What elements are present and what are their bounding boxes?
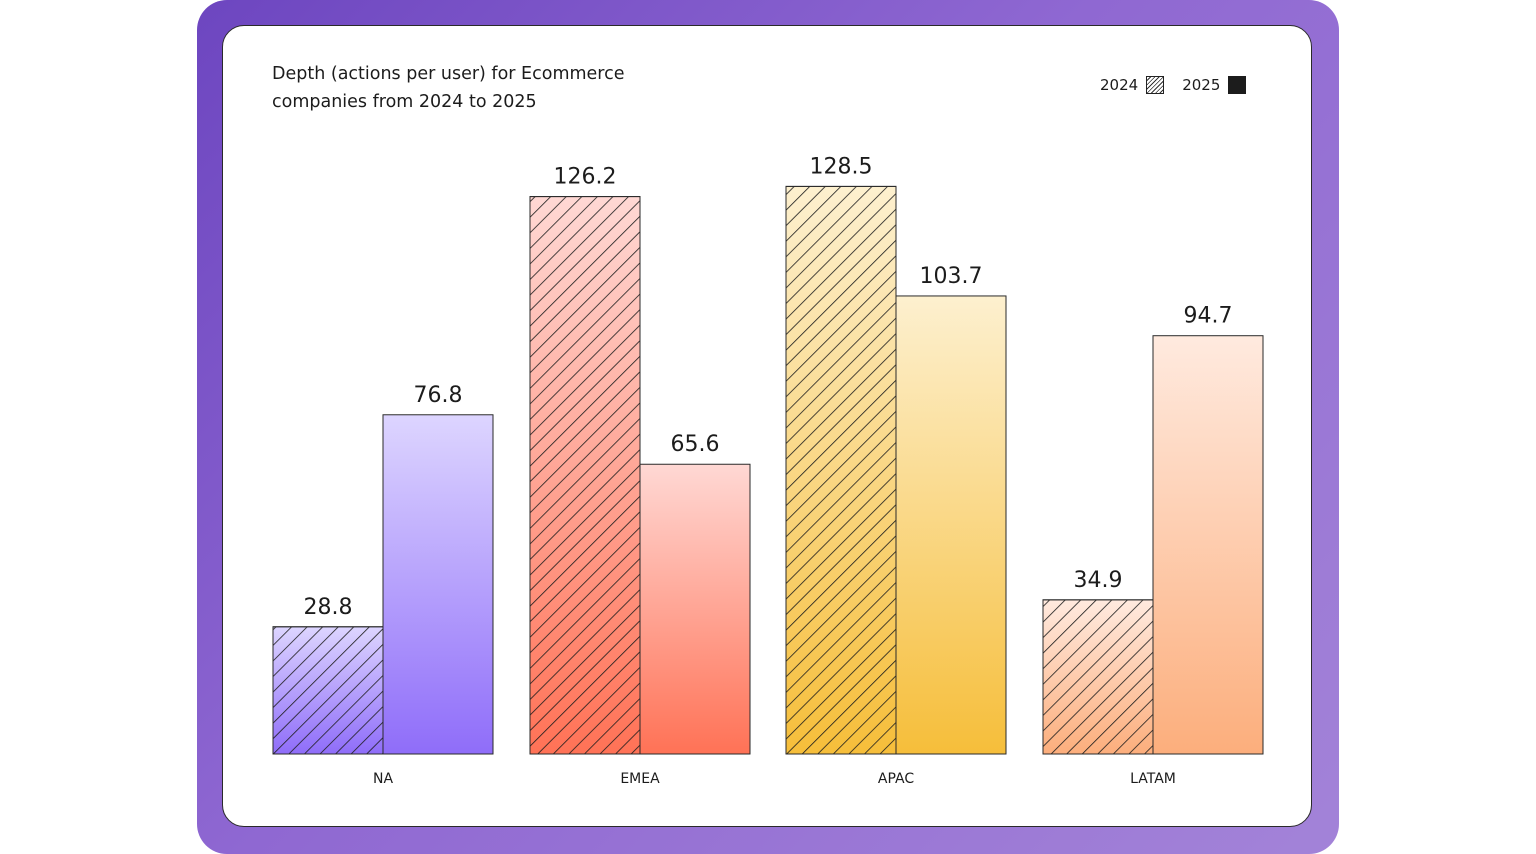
bar-latam-2025 [1152,335,1264,755]
legend-label-2024: 2024 [1100,76,1139,94]
bar-hatch-apac-2024 [785,185,897,755]
bar-hatch-na-2024 [272,626,384,755]
value-label-na-2025: 76.8 [414,383,463,408]
chart-title: Depth (actions per user) for Ecommerce c… [272,64,625,112]
solid-swatch-icon [1228,76,1247,94]
value-label-emea-2024: 126.2 [554,165,617,190]
bar-hatch-latam-2024 [1042,599,1154,755]
legend: 2024 2025 [1100,76,1247,94]
category-label-na: NA [373,771,393,787]
value-label-emea-2025: 65.6 [671,432,720,457]
hatched-swatch-icon [1146,76,1165,94]
category-label-latam: LATAM [1130,771,1176,787]
value-label-apac-2024: 128.5 [810,154,873,179]
bar-apac-2025 [895,295,1007,755]
value-label-latam-2025: 94.7 [1184,304,1233,329]
category-label-apac: APAC [878,771,914,787]
value-label-apac-2025: 103.7 [920,264,983,289]
value-label-na-2024: 28.8 [304,595,353,620]
category-label-emea: EMEA [620,771,660,787]
bar-emea-2025 [639,463,751,755]
bar-hatch-emea-2024 [529,196,641,755]
bar-na-2025 [382,414,494,755]
legend-label-2025: 2025 [1182,76,1221,94]
value-label-latam-2024: 34.9 [1074,568,1123,593]
